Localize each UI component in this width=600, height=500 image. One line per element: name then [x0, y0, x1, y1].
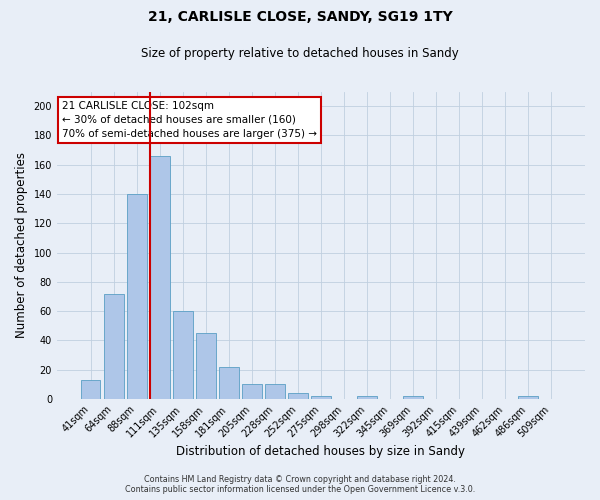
- Bar: [127, 194, 146, 399]
- Bar: [196, 333, 215, 399]
- Bar: [81, 380, 100, 399]
- Text: Contains public sector information licensed under the Open Government Licence v.: Contains public sector information licen…: [125, 485, 475, 494]
- Bar: [518, 396, 538, 399]
- Text: Size of property relative to detached houses in Sandy: Size of property relative to detached ho…: [141, 48, 459, 60]
- Text: 21, CARLISLE CLOSE, SANDY, SG19 1TY: 21, CARLISLE CLOSE, SANDY, SG19 1TY: [148, 10, 452, 24]
- Bar: [219, 367, 239, 399]
- Bar: [288, 393, 308, 399]
- Text: 21 CARLISLE CLOSE: 102sqm
← 30% of detached houses are smaller (160)
70% of semi: 21 CARLISLE CLOSE: 102sqm ← 30% of detac…: [62, 100, 317, 138]
- Bar: [311, 396, 331, 399]
- Bar: [150, 156, 170, 399]
- Bar: [403, 396, 423, 399]
- Y-axis label: Number of detached properties: Number of detached properties: [15, 152, 28, 338]
- Bar: [104, 294, 124, 399]
- Bar: [173, 311, 193, 399]
- Bar: [357, 396, 377, 399]
- Bar: [242, 384, 262, 399]
- X-axis label: Distribution of detached houses by size in Sandy: Distribution of detached houses by size …: [176, 444, 466, 458]
- Bar: [265, 384, 284, 399]
- Text: Contains HM Land Registry data © Crown copyright and database right 2024.: Contains HM Land Registry data © Crown c…: [144, 475, 456, 484]
